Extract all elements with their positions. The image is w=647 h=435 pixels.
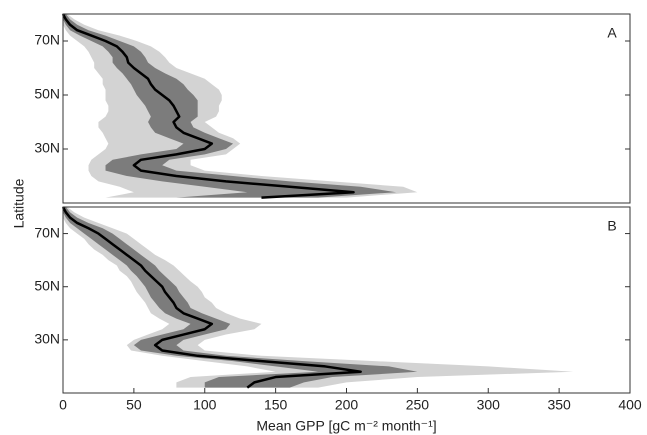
panel-label: B [607,218,616,234]
y-tick-label: 50N [34,277,60,293]
y-tick-label: 70N [34,32,60,48]
panel-label: A [607,25,617,41]
band [63,207,574,388]
x-tick-label: 400 [618,397,642,413]
y-tick-label: 50N [34,86,60,102]
y-tick-label: 70N [34,224,60,240]
band [63,207,418,388]
x-tick-label: 0 [59,397,67,413]
x-axis-label: Mean GPP [gC m⁻² month⁻¹] [256,418,436,434]
band [63,14,418,198]
x-tick-label: 350 [547,397,571,413]
y-tick-label: 30N [34,331,60,347]
band [63,14,397,198]
x-tick-label: 300 [477,397,501,413]
y-axis-label: Latitude [11,178,27,228]
mean-line [61,206,362,389]
x-tick-label: 150 [264,397,288,413]
x-tick-label: 100 [193,397,217,413]
x-tick-label: 50 [126,397,142,413]
y-tick-label: 30N [34,140,60,156]
x-tick-label: 200 [335,397,359,413]
mean-line [61,13,355,199]
x-tick-label: 250 [406,397,430,413]
plot-frame [62,13,631,204]
